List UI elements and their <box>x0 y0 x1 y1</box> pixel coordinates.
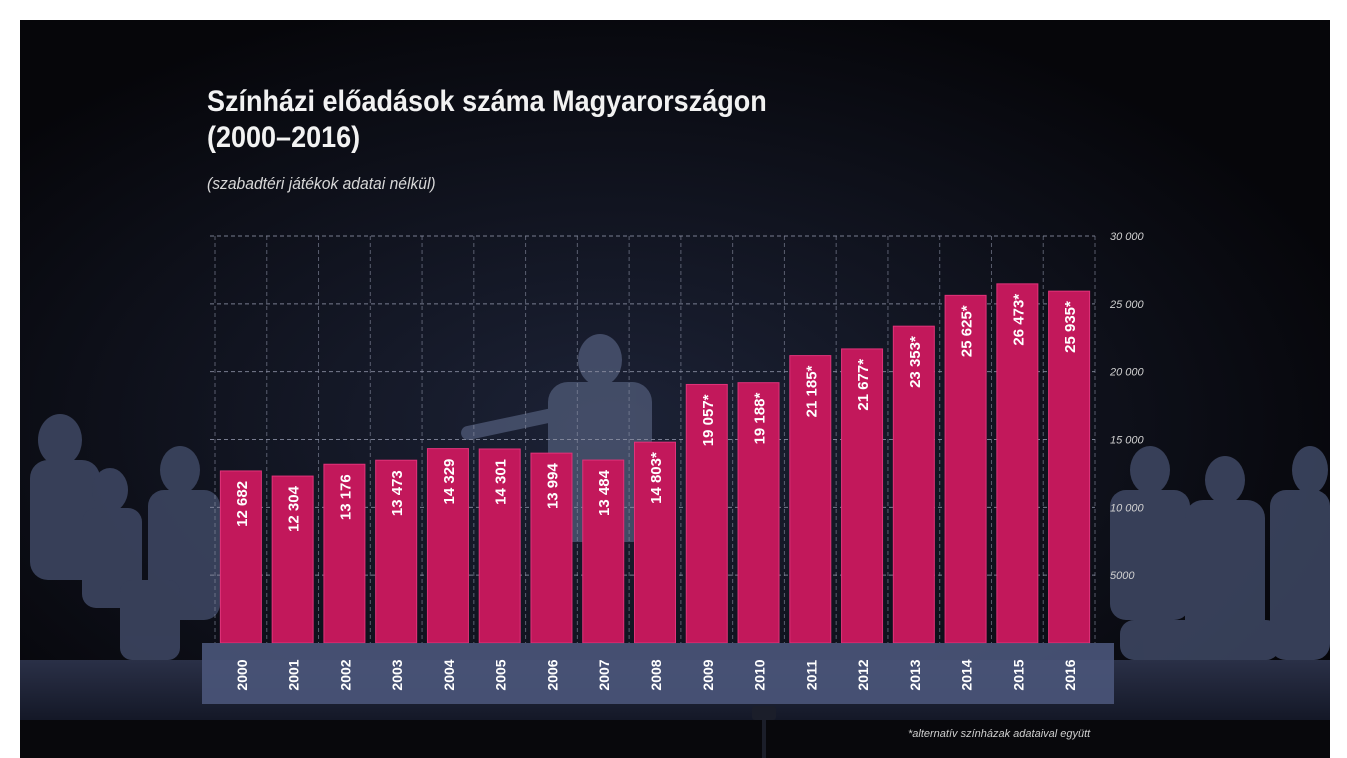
value-label-2013: 23 353* <box>907 336 924 388</box>
x-tick-label-2001: 2001 <box>286 659 302 690</box>
bar-2009 <box>685 383 728 644</box>
value-label-2007: 13 484 <box>596 469 613 516</box>
bar-2003 <box>375 459 418 644</box>
x-tick-label-2011: 2011 <box>803 660 819 691</box>
x-tick-label-2008: 2008 <box>648 659 664 690</box>
y-tick-label: 30 000 <box>1110 231 1145 243</box>
bar-2006 <box>530 452 573 644</box>
value-label-2002: 13 176 <box>337 474 354 520</box>
x-tick-label-2007: 2007 <box>596 659 612 690</box>
bar-2005 <box>478 448 521 644</box>
bar-2004 <box>426 448 469 644</box>
x-tick-label-2013: 2013 <box>907 659 923 690</box>
x-tick-label-2016: 2016 <box>1062 659 1078 690</box>
x-axis-band-bg <box>202 643 1114 704</box>
chart-title-line-2: (2000–2016) <box>207 121 361 154</box>
bar-2002 <box>323 463 366 644</box>
value-label-2003: 13 473 <box>389 470 406 516</box>
y-tick-label: 25 000 <box>1109 299 1145 311</box>
x-tick-label-2009: 2009 <box>700 659 716 690</box>
chart-frame: Színházi előadások száma Magyarországon … <box>20 20 1330 758</box>
value-label-2011: 21 185* <box>803 365 820 417</box>
value-label-2008: 14 803* <box>648 452 665 504</box>
chart-title-line-1: Színházi előadások száma Magyarországon <box>207 85 767 118</box>
x-tick-label-2014: 2014 <box>959 659 975 690</box>
y-tick-label: 20 000 <box>1109 367 1145 379</box>
value-label-2015: 26 473* <box>1010 294 1027 346</box>
x-tick-label-2012: 2012 <box>855 659 871 690</box>
bars-layer: 12 682 12 304 13 176 13 473 14 329 14 301 13 9… <box>219 283 1091 644</box>
x-tick-label-2010: 2010 <box>752 659 768 690</box>
x-axis-band: 2000 2001 2002 2003 2004 2005 2006 2007 2008 2009… <box>202 643 1114 704</box>
chart-subtitle: (szabadtéri játékok adatai nélkül) <box>207 174 436 193</box>
bar-2012 <box>841 348 884 644</box>
x-tick-label-2004: 2004 <box>441 659 457 690</box>
value-label-2010: 19 188* <box>752 393 769 445</box>
x-tick-label-2000: 2000 <box>234 659 250 690</box>
y-tick-label: 15 000 <box>1110 435 1145 447</box>
value-label-2016: 25 935* <box>1062 301 1079 353</box>
value-label-2014: 25 625* <box>959 305 976 357</box>
bar-2015 <box>996 283 1039 644</box>
y-axis-ticks: 5000 10 000 15 000 20 000 25 000 30 000 <box>1109 231 1145 582</box>
bar-chart: 12 682 12 304 13 176 13 473 14 329 14 301 13 9… <box>202 231 1145 704</box>
value-label-2001: 12 304 <box>286 485 303 532</box>
x-tick-label-2002: 2002 <box>337 659 353 690</box>
value-label-2012: 21 677* <box>855 359 872 411</box>
bar-2013 <box>892 325 935 644</box>
y-tick-label: 10 000 <box>1110 502 1145 514</box>
x-tick-label-2003: 2003 <box>389 659 405 690</box>
chart-title: Színházi előadások száma Magyarországon … <box>207 84 767 156</box>
bar-2000 <box>219 470 262 644</box>
value-label-2006: 13 994 <box>544 463 561 510</box>
x-tick-label-2006: 2006 <box>544 659 560 690</box>
bar-2011 <box>789 355 832 644</box>
value-label-2000: 12 682 <box>234 481 251 527</box>
y-tick-label: 5000 <box>1110 570 1135 582</box>
value-label-2009: 19 057* <box>700 394 717 446</box>
value-label-2005: 14 301 <box>493 459 510 505</box>
x-tick-label-2005: 2005 <box>493 659 509 690</box>
value-label-2004: 14 329 <box>441 459 458 505</box>
x-tick-label-2015: 2015 <box>1010 659 1026 690</box>
bar-2007 <box>582 459 625 644</box>
footnote: *alternatív színházak adataival együtt <box>908 728 1091 740</box>
bar-2001 <box>271 475 314 644</box>
